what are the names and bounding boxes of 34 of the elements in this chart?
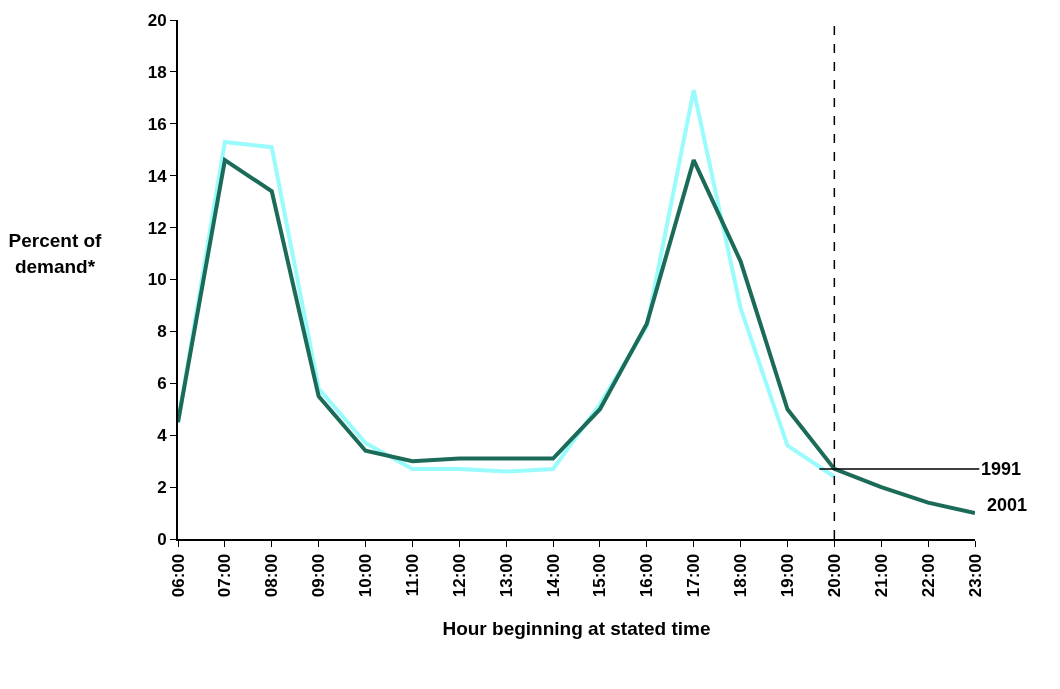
x-tick-label: 06:00 [168, 553, 188, 598]
text: 1991 [981, 459, 1022, 479]
x-tick-label: 15:00 [590, 553, 610, 598]
x-tick-label: 12:00 [449, 553, 469, 598]
x-tick-label: 10:00 [356, 553, 376, 598]
y-tick-label: 12 [147, 218, 167, 238]
y-tick-label: 6 [157, 374, 167, 394]
line-series [178, 158, 975, 516]
x-axis-title: Hour beginning at stated time [442, 617, 711, 639]
y-tick-label: 4 [157, 426, 168, 446]
y-tick-label: 20 [147, 10, 167, 30]
y-tick-label: 8 [157, 322, 167, 342]
x-tick-label: 08:00 [262, 553, 282, 598]
y-tick-label: 14 [147, 166, 168, 186]
x-tick-label: 13:00 [496, 553, 516, 598]
x-tick-label: 22:00 [918, 553, 938, 598]
y-tick-label: 10 [147, 270, 167, 290]
y-tick-label: 18 [147, 62, 167, 82]
series-label: 2001 [987, 495, 1028, 515]
x-tick-label: 11:00 [402, 553, 422, 597]
x-tick-label: 14:00 [543, 553, 563, 598]
x-tick-label: 20:00 [824, 553, 844, 598]
x-tick-label: 17:00 [684, 553, 704, 598]
y-tick-label: 2 [157, 478, 167, 498]
x-tick-label: 19:00 [777, 553, 797, 598]
x-tick-label: 16:00 [637, 553, 657, 598]
y-axis-title: Percent of demand* [7, 229, 103, 279]
x-tick-label: 09:00 [309, 553, 329, 598]
x-tick-label: 21:00 [871, 553, 891, 598]
x-tick-label: 23:00 [965, 553, 985, 598]
y-tick-label: 16 [147, 114, 167, 134]
y-tick-label: 0 [157, 529, 167, 549]
x-tick-label: 18:00 [731, 553, 751, 598]
x-tick-label: 07:00 [215, 553, 235, 598]
